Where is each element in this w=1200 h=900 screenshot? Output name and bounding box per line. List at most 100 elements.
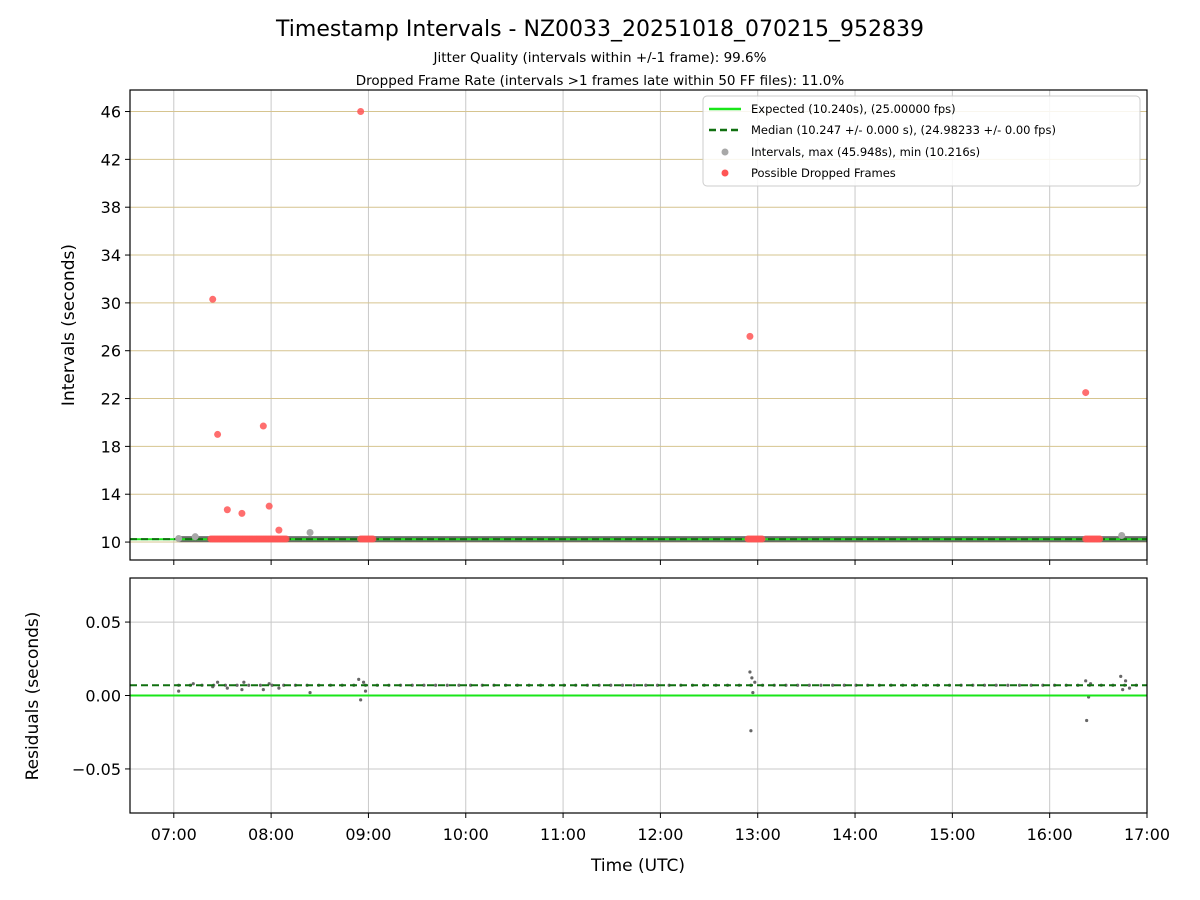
residuals-data [130,670,1147,733]
legend-median-label: Median (10.247 +/- 0.000 s), (24.98233 +… [751,123,1056,137]
residual-point [1029,683,1033,687]
y-tick-label-bottom: 0.05 [85,613,121,632]
residual-point [433,683,438,687]
legend-box [702,95,1141,187]
residuals-y-ticks: −0.05 0.00 0.05 [72,613,130,779]
residual-point [644,683,648,687]
y-tick-label-top: 26 [101,342,121,361]
y-tick-label-top: 42 [101,150,121,169]
y-tick-label-bottom: 0.00 [85,687,121,706]
dropped-frame-point [223,506,231,514]
residual-point [277,686,281,690]
interval-point [191,533,199,541]
x-tick-label: 11:00 [540,825,586,844]
intervals-x-ticks [173,560,1148,565]
residual-point [361,680,366,684]
dropped-frame-point [209,295,217,303]
x-tick-label: 16:00 [1027,825,1073,844]
residual-point [359,698,363,702]
interval-point [306,528,314,536]
residual-point [445,683,449,687]
residual-point [270,683,274,687]
residual-point [831,683,835,687]
residual-point [363,689,368,693]
residual-point [457,683,461,687]
residual-point [753,680,757,684]
residual-point [1085,718,1089,723]
dropped-frame-point [265,502,273,510]
residual-point [750,676,754,680]
dropped-frame-point [758,535,766,543]
intervals-y-ticks: 10 14 18 22 26 30 34 38 42 46 [101,103,130,552]
residual-point [807,683,811,687]
legend-expected-label: Expected (10.240s), (25.00000 fps) [751,102,956,116]
residuals-x-ticks: 07:00 08:00 09:00 10:00 11:00 12:00 13:00 14:00… [151,813,1170,844]
legend-dropped-swatch [721,169,729,177]
y-tick-label-top: 22 [101,390,121,409]
residual-point [225,686,229,690]
intervals-plot-frame [129,89,1148,561]
x-tick-label: 12:00 [637,825,683,844]
x-tick-label: 10:00 [443,825,489,844]
residual-point [357,677,361,681]
residual-point [258,683,263,687]
intervals-data [130,108,1147,543]
y-tick-label-bottom: −0.05 [72,760,121,779]
residual-point [422,683,426,687]
x-tick-label: 13:00 [735,825,781,844]
x-tick-label: 17:00 [1124,825,1170,844]
dropped-frame-point [259,422,267,430]
residual-point [620,683,625,687]
dropped-frame-point [282,535,290,543]
residual-point [235,683,239,687]
intervals-y-axis-label: Intervals (seconds) [59,244,79,406]
interval-point [1118,531,1126,539]
chart-title: Timestamp Intervals - NZ0033_20251018_07… [275,17,924,42]
residual-point [751,690,755,695]
y-tick-label-top: 34 [101,246,121,265]
y-tick-label-top: 18 [101,437,121,456]
legend-dropped-label: Possible Dropped Frames [751,166,896,180]
dropped-frame-point [369,535,377,543]
y-tick-label-top: 10 [101,533,121,552]
residual-point [261,688,265,692]
dropped-frame-point [214,430,222,438]
residual-point [749,729,753,733]
residuals-panel: −0.05 0.00 0.05 07:00 08:00 09:00 10:00 11:00 1… [23,577,1170,876]
dropped-frame-point [1096,535,1104,543]
residual-point [1084,679,1088,683]
residual-point [191,682,195,686]
dropped-frame-point [238,509,246,517]
residuals-y-axis-label: Residuals (seconds) [23,612,43,781]
residual-point [242,680,246,684]
dropped-frame-point [1082,389,1090,397]
chart-legend: Expected (10.240s), (25.00000 fps) Media… [702,95,1141,187]
residual-point [748,670,752,674]
chart-subtitle-dropped-rate: Dropped Frame Rate (intervals >1 frames … [356,73,845,89]
intervals-panel: 10 14 18 22 26 30 34 38 42 46 Intervals (seconds)… [59,89,1148,565]
residual-point [177,689,181,693]
y-tick-label-top: 14 [101,485,121,504]
x-tick-label: 09:00 [345,825,391,844]
chart-subtitle-jitter: Jitter Quality (intervals within +/-1 fr… [433,50,767,66]
x-tick-label: 07:00 [151,825,197,844]
residual-point [994,683,998,687]
x-tick-label: 15:00 [929,825,975,844]
residual-point [240,688,244,692]
y-tick-label-top: 30 [101,294,121,313]
x-tick-label: 08:00 [248,825,294,844]
x-tick-label: 14:00 [832,825,878,844]
dropped-frame-point [746,332,754,340]
y-tick-label-top: 38 [101,198,121,217]
residual-point [1121,688,1125,692]
residual-point [1119,674,1123,679]
residual-point [1123,679,1128,683]
residual-point [1017,683,1022,687]
residual-point [1127,686,1132,690]
interval-point [175,534,183,542]
residual-point [308,690,312,695]
dropped-frame-point [275,526,283,534]
residual-point [819,683,823,687]
residual-point [215,680,220,684]
